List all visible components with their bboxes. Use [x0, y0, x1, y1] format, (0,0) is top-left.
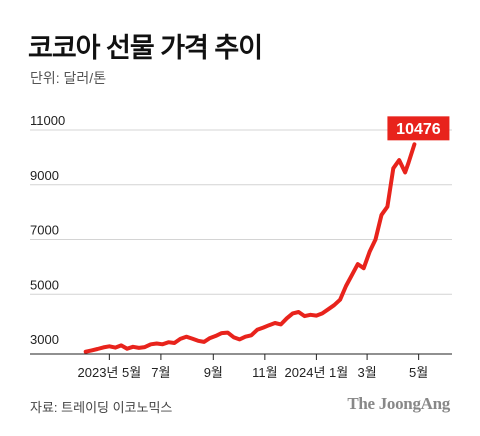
y-tick-label-9000: 9000 — [30, 168, 59, 183]
x-axis-ticks: 2023년 5월 7월 9월 11월 2024년 1월 3월 5월 — [78, 354, 428, 380]
x-tick-label-5: 3월 — [357, 365, 376, 380]
series-line-0 — [83, 142, 417, 354]
callout-box — [387, 116, 450, 141]
x-tick-label-6: 5월 — [409, 365, 428, 380]
x-tick-label-1: 7월 — [151, 365, 170, 380]
grid-lines — [30, 129, 452, 295]
value-callout: 10476 — [387, 116, 450, 141]
x-tick-label-2: 9월 — [204, 365, 223, 380]
brand-logo: The JoongAng — [347, 394, 450, 413]
x-tick-label-0: 2023년 5월 — [78, 365, 142, 380]
y-tick-label-11000: 11000 — [30, 113, 65, 128]
source-note: 자료: 트레이딩 이코노믹스 — [30, 400, 173, 415]
x-tick-label-4: 2024년 1월 — [285, 365, 349, 380]
y-tick-label-7000: 7000 — [30, 223, 59, 238]
unit-label: 단위: 달러/톤 — [30, 70, 107, 86]
chart-title: 코코아 선물 가격 추이 — [28, 33, 263, 63]
x-tick-label-3: 11월 — [252, 365, 277, 380]
y-tick-label-3000: 3000 — [30, 332, 59, 347]
y-tick-label-5000: 5000 — [30, 277, 59, 292]
callout-value: 10476 — [396, 121, 441, 138]
series-layer — [83, 142, 417, 354]
y-axis-ticks: 3000 5000 7000 9000 11000 — [30, 113, 65, 347]
